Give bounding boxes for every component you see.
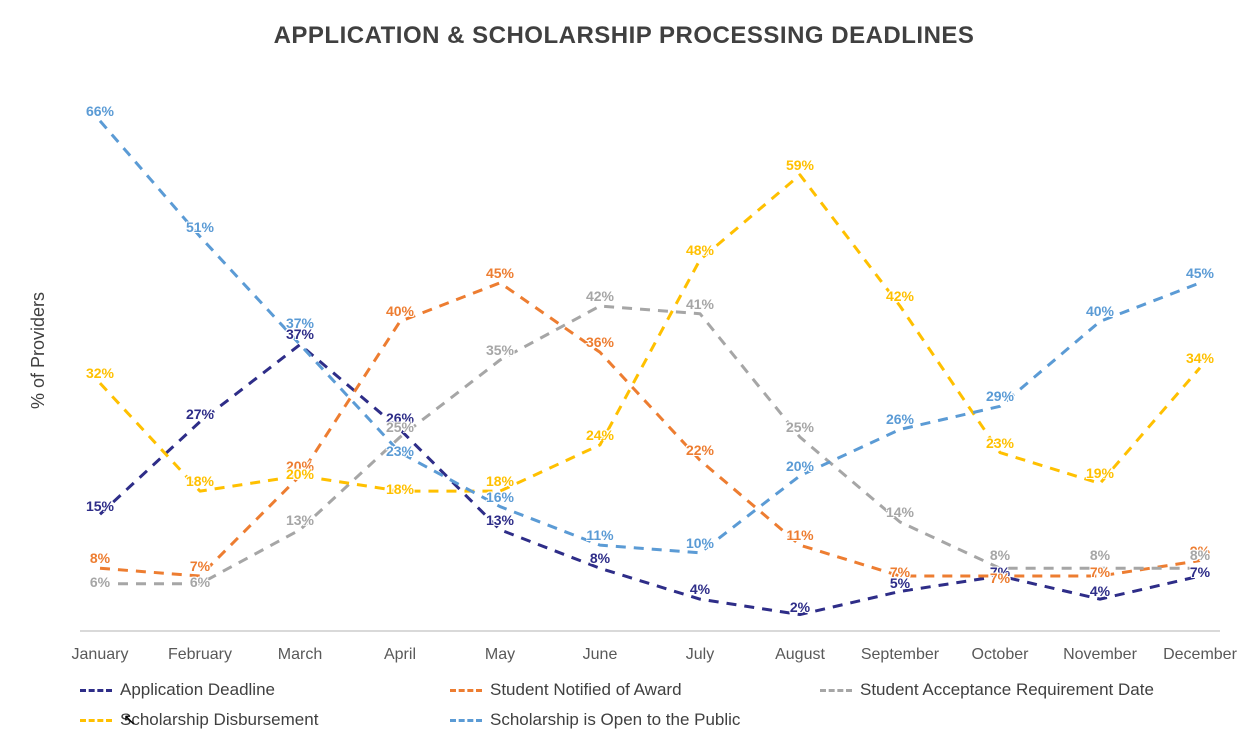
x-axis-category-label: September (855, 646, 945, 664)
data-label: 51% (186, 219, 214, 235)
data-label: 20% (786, 458, 814, 474)
data-label: 36% (586, 334, 614, 350)
x-axis-category-label: October (955, 646, 1045, 664)
data-label: 42% (586, 288, 614, 304)
data-label: 40% (386, 303, 414, 319)
data-label: 6% (90, 574, 110, 590)
data-label: 13% (486, 512, 514, 528)
x-axis-category-label: January (55, 646, 145, 664)
data-label: 14% (886, 504, 914, 520)
data-label: 26% (886, 411, 914, 427)
data-label: 7% (190, 558, 210, 574)
data-label: 23% (386, 443, 414, 459)
data-label: 66% (86, 103, 114, 119)
x-axis-category-label: March (255, 646, 345, 664)
data-label: 42% (886, 288, 914, 304)
legend-dash-icon (450, 719, 482, 722)
x-axis-category-label: April (355, 646, 445, 664)
legend-item: Student Acceptance Requirement Date (820, 680, 1154, 700)
data-label: 4% (690, 581, 710, 597)
legend-item: Student Notified of Award (450, 680, 682, 700)
legend-dash-icon (80, 719, 112, 722)
legend-dash-icon (450, 689, 482, 692)
data-label: 35% (486, 342, 514, 358)
legend-dash-icon (80, 689, 112, 692)
data-label: 45% (1186, 265, 1214, 281)
x-axis-category-label: August (755, 646, 845, 664)
data-label: 4% (1090, 583, 1110, 599)
data-label: 7% (1190, 564, 1210, 580)
series-line (100, 306, 1200, 584)
x-axis-category-label: June (555, 646, 645, 664)
data-label: 24% (586, 427, 614, 443)
data-label: 40% (1086, 303, 1114, 319)
data-label: 25% (386, 419, 414, 435)
data-label: 16% (486, 489, 514, 505)
legend-item: Scholarship Disbursement (80, 710, 318, 730)
data-label: 8% (90, 550, 110, 566)
y-axis-label: % of Providers (28, 292, 49, 409)
data-label: 18% (186, 473, 214, 489)
data-label: 23% (986, 435, 1014, 451)
data-label: 32% (86, 365, 114, 381)
data-label: 27% (186, 406, 214, 422)
data-label: 6% (190, 574, 210, 590)
data-label: 7% (990, 570, 1010, 586)
data-label: 7% (1090, 564, 1110, 580)
data-label: 25% (786, 419, 814, 435)
data-label: 48% (686, 242, 714, 258)
x-axis-category-label: December (1155, 646, 1245, 664)
x-axis-category-label: July (655, 646, 745, 664)
plot-area (80, 90, 1220, 630)
x-axis-baseline (80, 630, 1220, 632)
data-label: 11% (786, 527, 813, 543)
data-label: 29% (986, 388, 1014, 404)
data-label: 45% (486, 265, 514, 281)
legend-item: Application Deadline (80, 680, 275, 700)
series-line (100, 121, 1200, 553)
chart-stage: APPLICATION & SCHOLARSHIP PROCESSING DEA… (0, 0, 1248, 744)
data-label: 37% (286, 315, 314, 331)
data-label: 13% (286, 512, 314, 528)
data-label: 41% (686, 296, 714, 312)
legend-dash-icon (820, 689, 852, 692)
data-label: 7% (890, 564, 910, 580)
data-label: 2% (790, 599, 810, 615)
series-line (100, 345, 1200, 615)
data-label: 11% (586, 527, 613, 543)
x-axis-category-label: May (455, 646, 545, 664)
x-axis-category-label: February (155, 646, 245, 664)
data-label: 19% (1086, 465, 1114, 481)
x-axis-category-label: November (1055, 646, 1145, 664)
data-label: 20% (286, 466, 314, 482)
series-line (100, 175, 1200, 491)
data-label: 10% (686, 535, 714, 551)
data-label: 15% (86, 498, 114, 514)
data-label: 59% (786, 157, 814, 173)
data-label: 8% (990, 547, 1010, 563)
legend-label: Student Acceptance Requirement Date (860, 680, 1154, 700)
data-label: 22% (686, 442, 714, 458)
data-label: 8% (590, 550, 610, 566)
legend-label: Student Notified of Award (490, 680, 682, 700)
series-line (100, 283, 1200, 576)
data-label: 8% (1190, 547, 1210, 563)
chart-title: APPLICATION & SCHOLARSHIP PROCESSING DEA… (0, 22, 1248, 50)
data-label: 8% (1090, 547, 1110, 563)
data-label: 18% (486, 473, 514, 489)
chart-lines-svg (80, 90, 1220, 630)
data-label: 18% (386, 481, 414, 497)
legend-label: Application Deadline (120, 680, 275, 700)
legend-item: Scholarship is Open to the Public (450, 710, 740, 730)
legend-label: Scholarship Disbursement (120, 710, 318, 730)
legend-label: Scholarship is Open to the Public (490, 710, 740, 730)
data-label: 34% (1186, 350, 1214, 366)
